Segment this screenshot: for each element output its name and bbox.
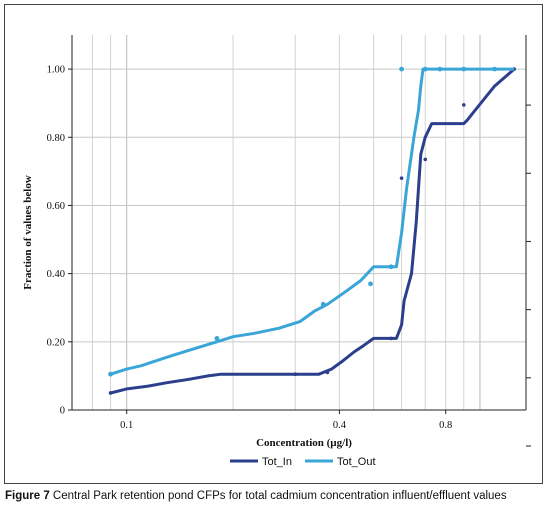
y-tick-label: 0.60 — [47, 201, 65, 212]
data-point — [108, 371, 113, 377]
data-point — [399, 176, 404, 180]
series-layer — [108, 66, 516, 395]
data-point — [399, 66, 404, 72]
data-point — [437, 66, 443, 72]
legend: Tot_In Tot_Out — [230, 456, 376, 468]
data-point — [492, 66, 497, 72]
grid-lines — [71, 35, 526, 410]
legend-item: Tot_Out — [305, 456, 376, 468]
x-tick-label: 0.4 — [333, 420, 347, 431]
y-tick-label: 1.00 — [47, 65, 65, 76]
figure-caption: Figure 7 Central Park retention pond CFP… — [5, 490, 545, 502]
series-line — [110, 67, 516, 395]
series-line — [110, 67, 515, 376]
x-tick-label: 0.1 — [120, 420, 133, 431]
legend-label: Tot_Out — [337, 456, 376, 468]
data-point — [389, 336, 393, 341]
data-point — [388, 264, 394, 270]
cfp-chart: 0 0.20 0.40 0.60 0.80 1.00 0.1 0.4 0.8 Concentra… — [22, 35, 531, 468]
y-tick-label: 0.20 — [47, 337, 65, 348]
y-tick-label: 0.40 — [47, 269, 65, 280]
data-point — [461, 103, 466, 107]
data-point — [422, 66, 428, 72]
legend-label: Tot_In — [262, 456, 292, 468]
y-tick-label: 0.80 — [47, 133, 65, 144]
data-point — [325, 370, 330, 375]
data-point — [320, 301, 326, 307]
x-tick-label: 0.8 — [439, 420, 452, 431]
y-axis-title: Fraction of values below — [22, 175, 34, 290]
y-tick-label: 0 — [60, 406, 65, 417]
series-tot-in — [108, 67, 516, 395]
figure-frame: 0 0.20 0.40 0.60 0.80 1.00 0.1 0.4 0.8 Concentra… — [4, 4, 543, 484]
legend-item: Tot_In — [230, 456, 292, 468]
figure-caption-text: Central Park retention pond CFPs for tot… — [49, 490, 507, 502]
figure-caption-label: Figure 7 — [5, 490, 50, 502]
data-point — [461, 66, 467, 72]
axes — [68, 35, 531, 447]
tick-labels: 0 0.20 0.40 0.60 0.80 1.00 0.1 0.4 0.8 — [47, 65, 453, 431]
data-point — [368, 281, 373, 287]
data-point — [108, 391, 113, 395]
data-point — [423, 157, 428, 162]
data-point — [293, 372, 298, 377]
data-point — [214, 336, 220, 341]
x-axis-title: Concentration (µg/l) — [256, 437, 352, 449]
series-tot-out — [108, 66, 515, 377]
